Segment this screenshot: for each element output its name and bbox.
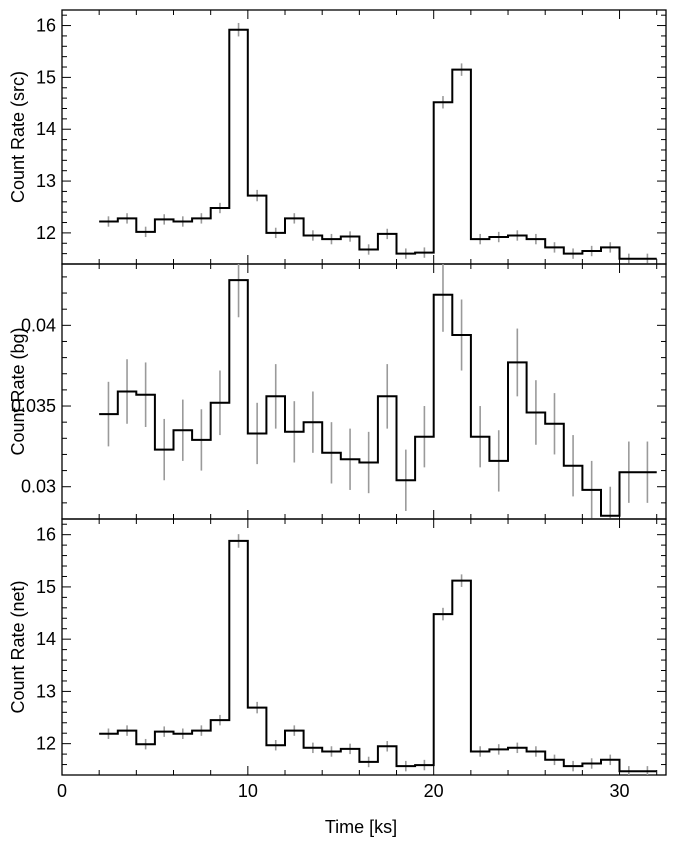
panel-net: 0 10 20 30 12 13 14 15 16 Count Rate (net) (8, 518, 667, 801)
y-axis-label-bg: Count Rate (bg) (8, 327, 28, 455)
plot-frame-src (61, 9, 667, 265)
panel-src: 12 13 14 15 16 Count Rate (src) (8, 9, 667, 265)
y-tick-label: 16 (36, 525, 56, 545)
y-tick-label: 0.04 (21, 315, 56, 335)
step-line-src (99, 28, 657, 260)
x-tick-label: 0 (57, 781, 67, 801)
y-axis-label-net: Count Rate (net) (8, 580, 28, 713)
x-tick-label: 30 (610, 781, 630, 801)
y-tick-label: 15 (36, 577, 56, 597)
y-tick-label: 0.035 (11, 396, 56, 416)
x-tick-label: 20 (424, 781, 444, 801)
plot-frame-bg (61, 263, 667, 520)
y-tick-label: 16 (36, 16, 56, 36)
x-axis-label: Time [ks] (325, 817, 397, 837)
y-tick-label: 14 (36, 119, 56, 139)
plot-frame-net (61, 518, 667, 776)
y-tick-label: 14 (36, 629, 56, 649)
y-tick-label: 12 (36, 734, 56, 754)
y-tick-label: 13 (36, 171, 56, 191)
step-line-bg (99, 279, 657, 517)
y-tick-label: 0.03 (21, 477, 56, 497)
step-line-net (99, 539, 657, 773)
x-tick-label: 10 (238, 781, 258, 801)
y-tick-label: 13 (36, 681, 56, 701)
y-axis-label-src: Count Rate (src) (8, 71, 28, 203)
y-tick-label: 15 (36, 67, 56, 87)
y-tick-label: 12 (36, 223, 56, 243)
